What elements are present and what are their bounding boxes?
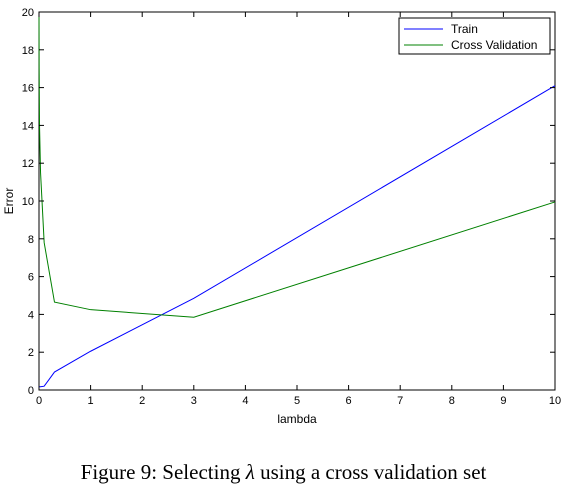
x-tick-label: 5 [294,395,300,407]
y-tick-label: 2 [28,347,34,359]
x-tick-label: 9 [500,395,506,407]
x-tick-label: 10 [549,395,561,407]
caption-suffix: using a cross validation set [254,460,487,484]
x-tick-label: 0 [36,395,42,407]
x-tick-label: 6 [346,395,352,407]
legend: Train Cross Validation [398,17,551,55]
x-tick-label: 7 [397,395,403,407]
y-tick-label: 0 [28,385,34,397]
legend-entry: Cross Validation [451,38,537,52]
y-axis-label: Error [2,188,16,215]
x-tick-label: 4 [242,395,248,407]
x-tick-label: 8 [449,395,455,407]
figure-caption: Figure 9: Selecting λ using a cross vali… [0,460,567,485]
y-tick-label: 8 [28,234,34,246]
y-tick-label: 4 [28,309,34,321]
plot-area [38,11,556,391]
caption-lambda-symbol: λ [245,460,255,484]
y-tick-label: 20 [22,7,34,19]
x-axis-label: lambda [277,412,317,426]
y-tick-label: 6 [28,272,34,284]
y-tick-label: 18 [22,45,34,57]
y-tick-label: 10 [22,196,34,208]
x-tick-label: 2 [139,395,145,407]
x-tick-label: 3 [191,395,197,407]
plot-border [38,11,556,391]
legend-box [398,17,551,55]
y-tick-label: 14 [22,120,34,132]
y-tick-label: 16 [22,83,34,95]
x-tick-label: 1 [88,395,94,407]
legend-entry: Train [451,22,478,36]
caption-prefix: Figure 9: Selecting [80,460,246,484]
y-tick-label: 12 [22,158,34,170]
